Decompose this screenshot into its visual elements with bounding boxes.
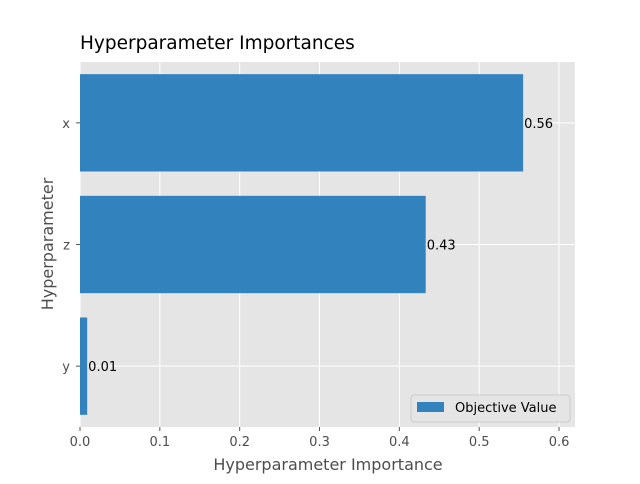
x-tick-label: 0.6 — [549, 435, 570, 450]
bars — [80, 74, 524, 415]
y-axis-label: Hyperparameter — [38, 177, 57, 310]
x-tick-label: 0.0 — [70, 435, 91, 450]
data-label-y: 0.01 — [88, 360, 117, 375]
x-tick-labels: 0.0 0.1 0.2 0.3 0.4 0.5 0.6 — [70, 427, 570, 450]
y-tick-labels: x z y — [62, 117, 80, 375]
data-labels: 0.56 0.43 0.01 — [88, 117, 553, 375]
data-label-x: 0.56 — [524, 117, 553, 132]
y-tick-label: z — [63, 239, 70, 254]
legend-swatch — [417, 402, 444, 412]
chart-title: Hyperparameter Importances — [80, 33, 355, 54]
bar-z — [80, 195, 426, 294]
y-tick-label: x — [62, 117, 70, 132]
x-tick-label: 0.5 — [469, 435, 490, 450]
x-axis-label: Hyperparameter Importance — [213, 455, 442, 474]
legend: Objective Value — [410, 394, 571, 423]
bar-y — [80, 317, 88, 415]
x-tick-label: 0.4 — [389, 435, 410, 450]
legend-label: Objective Value — [455, 401, 556, 416]
x-tick-label: 0.1 — [149, 435, 170, 450]
y-tick-label: y — [62, 360, 70, 375]
legend-box — [410, 394, 571, 423]
x-tick-label: 0.3 — [309, 435, 330, 450]
bar-x — [80, 74, 524, 172]
x-tick-label: 0.2 — [229, 435, 250, 450]
data-label-z: 0.43 — [427, 239, 456, 254]
